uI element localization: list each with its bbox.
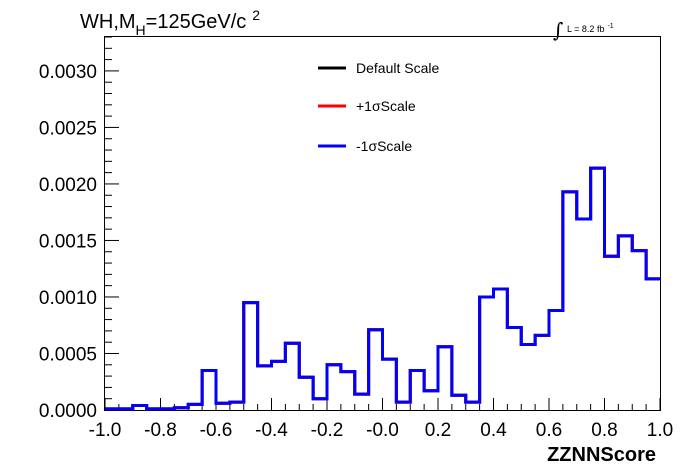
- x-tick-label: -1.0: [89, 420, 122, 441]
- y-tick-label: 0.0005: [39, 344, 97, 365]
- x-tick-label: -0.8: [144, 420, 177, 441]
- y-tick-label: 0.0010: [39, 288, 97, 309]
- legend-label-default-scale: Default Scale: [356, 60, 439, 76]
- legend-label-plus-sigma: +1σScale: [356, 98, 416, 114]
- x-tick-label: 0.8: [591, 420, 617, 441]
- luminosity-label: L = 8.2 fb -1: [567, 23, 614, 34]
- luminosity-integral-sign: ∫: [553, 18, 563, 42]
- x-tick-label: -0.4: [255, 420, 288, 441]
- y-tick-label: 0.0025: [39, 118, 97, 139]
- title-main: WH,M: [80, 11, 136, 33]
- y-tick-label: 0.0015: [39, 231, 97, 252]
- chart-title: WH,MH=125GeV/c 2: [80, 7, 260, 38]
- x-tick-label: 0.6: [536, 420, 562, 441]
- y-tick-label: 0.0000: [39, 401, 97, 422]
- luminosity-superscript: -1: [607, 23, 613, 30]
- x-tick-label: -0.2: [311, 420, 344, 441]
- x-tick-label: -0.6: [200, 420, 233, 441]
- y-tick-label: 0.0030: [39, 62, 97, 83]
- legend-label-minus-sigma: -1σScale: [356, 138, 412, 154]
- title-superscript: 2: [252, 7, 260, 23]
- title-rest: =125GeV/c: [146, 11, 247, 33]
- x-tick-label: 0.4: [480, 420, 507, 441]
- axes: -1.0 -0.8 -0.6 -0.4 -0.2 -0.0 0.2 0.4 0.6 0.8 1.0 0…: [39, 36, 673, 441]
- luminosity-text: L = 8.2 fb: [567, 24, 604, 34]
- x-axis-title: ZZNNScore: [547, 444, 656, 466]
- x-tick-label: 1.0: [647, 420, 673, 441]
- series-layer: [105, 166, 660, 411]
- title-subscript: H: [136, 22, 146, 38]
- y-tick-label: 0.0020: [39, 175, 97, 196]
- legend: Default Scale +1σScale -1σScale: [318, 60, 439, 154]
- series-line-minus-sigma-scale: [105, 166, 660, 411]
- x-tick-label: -0.0: [366, 420, 399, 441]
- plot-frame: [104, 36, 661, 411]
- x-tick-label: 0.2: [425, 420, 451, 441]
